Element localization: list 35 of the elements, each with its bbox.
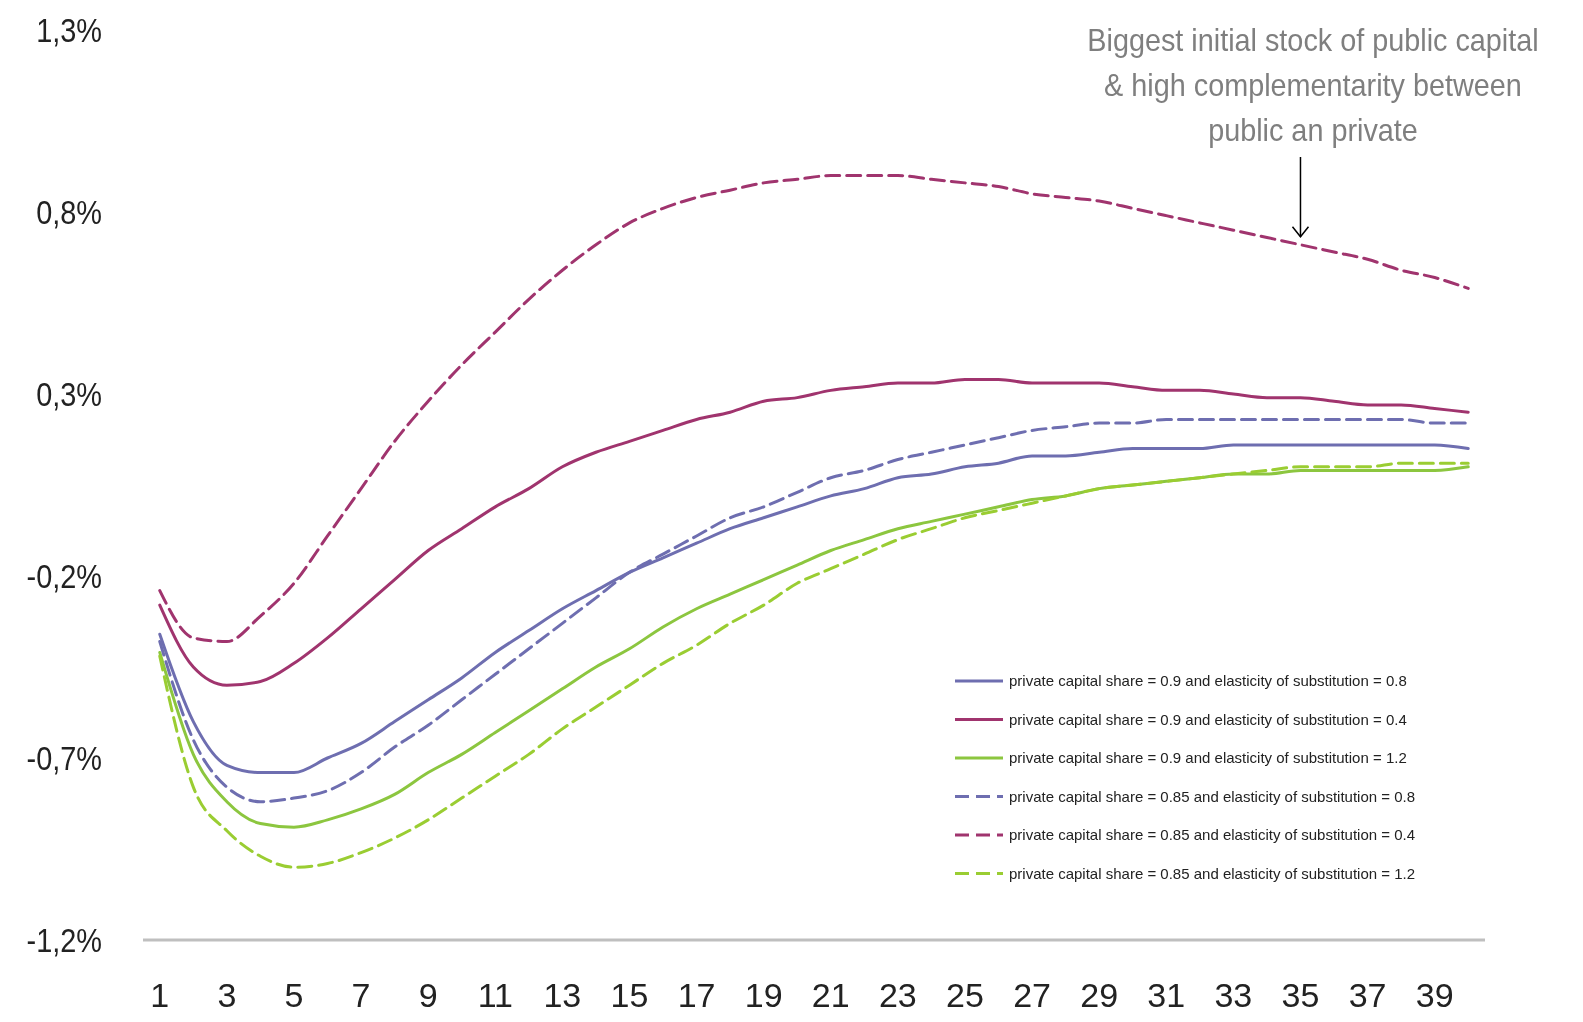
y-tick-label: -1,2% (26, 920, 102, 960)
annotation: Biggest initial stock of public capital & high complementarity between public an private (1087, 21, 1539, 149)
x-tick-label: 37 (1348, 975, 1387, 1014)
legend-label: private capital share = 0.85 and elasticity of substitution = 0.4 (1009, 826, 1416, 844)
y-tick-label: -0,7% (26, 738, 102, 778)
x-tick-label: 11 (477, 975, 513, 1014)
legend-label: private capital share = 0.85 and elasticity of substitution = 1.2 (1009, 864, 1416, 882)
x-tick-label: 35 (1281, 975, 1320, 1014)
x-tick-label: 9 (418, 975, 438, 1014)
legend-label: private capital share = 0.85 and elasticity of substitution = 0.8 (1009, 787, 1416, 805)
x-tick-label: 19 (744, 975, 783, 1014)
x-tick-label: 7 (351, 975, 371, 1014)
line-series (158, 377, 1470, 687)
x-tick-label: 31 (1147, 975, 1186, 1014)
legend-label: private capital share = 0.9 and elasticity of substitution = 0.4 (1009, 710, 1407, 728)
x-tick-label: 17 (677, 975, 716, 1014)
legend-label: private capital share = 0.9 and elasticity of substitution = 1.2 (1009, 749, 1407, 767)
legend-label: private capital share = 0.9 and elasticity of substitution = 0.8 (1009, 672, 1407, 690)
y-tick-label: -0,2% (26, 556, 102, 596)
x-tick-label: 13 (543, 975, 582, 1014)
x-tick-label: 15 (610, 975, 649, 1014)
x-tick-label: 39 (1415, 975, 1454, 1014)
y-tick-label: 0,3% (36, 374, 102, 414)
x-tick-label: 21 (811, 975, 850, 1014)
line-series (158, 174, 1470, 644)
x-tick-label: 25 (946, 975, 984, 1014)
x-tick-label: 29 (1080, 975, 1119, 1014)
x-tick-label: 5 (284, 975, 304, 1014)
x-tick-label: 27 (1013, 975, 1051, 1014)
y-tick-label: 0,8% (36, 192, 102, 232)
x-tick-label: 1 (150, 975, 170, 1014)
y-tick-label: 1,3% (36, 10, 102, 50)
x-tick-label: 3 (217, 975, 237, 1014)
x-tick-label: 23 (878, 975, 917, 1014)
x-tick-label: 33 (1214, 975, 1253, 1014)
